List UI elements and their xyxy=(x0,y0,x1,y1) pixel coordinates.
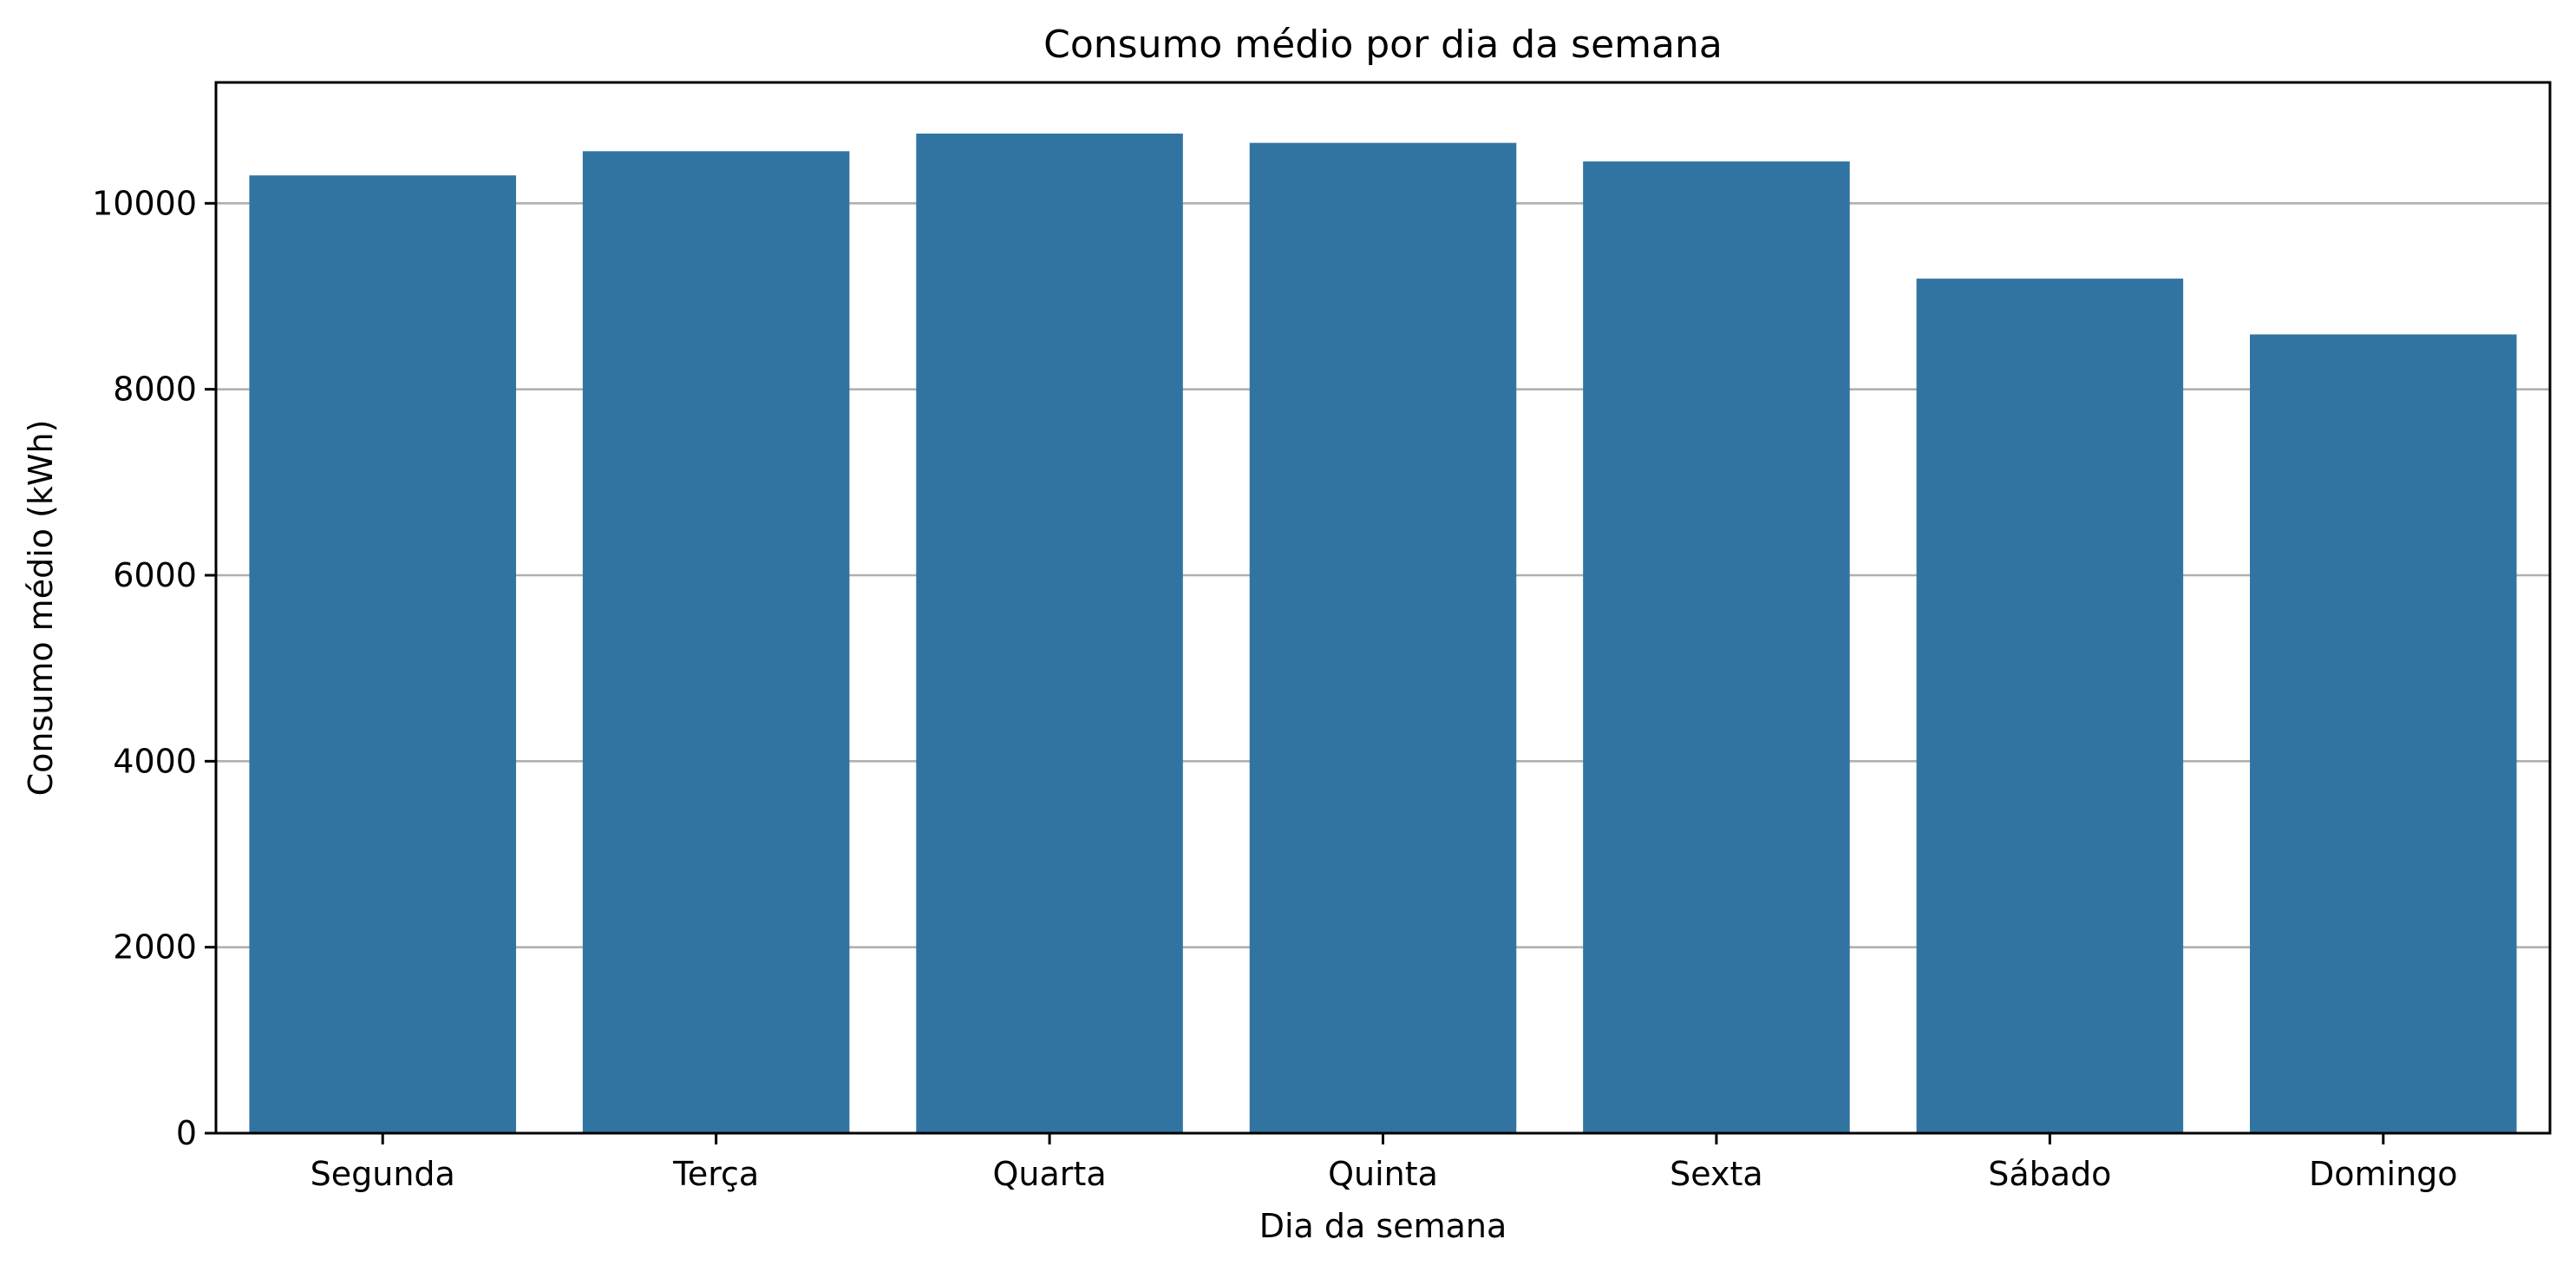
bar-terça xyxy=(582,151,850,1133)
bar-sexta xyxy=(1583,161,1850,1134)
bar-sábado xyxy=(1916,279,2184,1134)
x-tick-label: Quarta xyxy=(993,1155,1107,1193)
x-tick-label: Quinta xyxy=(1328,1155,1438,1193)
x-tick-label: Sábado xyxy=(1988,1155,2111,1193)
y-tick-label: 6000 xyxy=(113,556,197,594)
y-tick-label: 4000 xyxy=(113,742,197,780)
bars xyxy=(249,133,2517,1134)
ticks: 0 2000 4000 6000 8000 10000 Segunda Terça Quarta… xyxy=(92,184,2457,1193)
chart-title: Consumo médio por dia da semana xyxy=(1043,23,1723,67)
y-tick-label: 2000 xyxy=(113,928,197,967)
x-tick-label: Segunda xyxy=(311,1155,455,1193)
x-tick-label: Sexta xyxy=(1670,1155,1763,1193)
y-tick-label: 0 xyxy=(176,1114,197,1152)
y-axis-label: Consumo médio (kWh) xyxy=(22,420,60,797)
y-tick-label: 8000 xyxy=(113,370,197,409)
y-tick-label: 10000 xyxy=(92,184,197,222)
x-tick-label: Terça xyxy=(672,1155,759,1193)
x-axis-label: Dia da semana xyxy=(1259,1207,1507,1245)
bar-quarta xyxy=(916,133,1183,1133)
bar-segunda xyxy=(249,175,516,1134)
bar-quinta xyxy=(1249,142,1517,1133)
x-tick-label: Domingo xyxy=(2309,1155,2458,1193)
bar-domingo xyxy=(2250,334,2517,1133)
